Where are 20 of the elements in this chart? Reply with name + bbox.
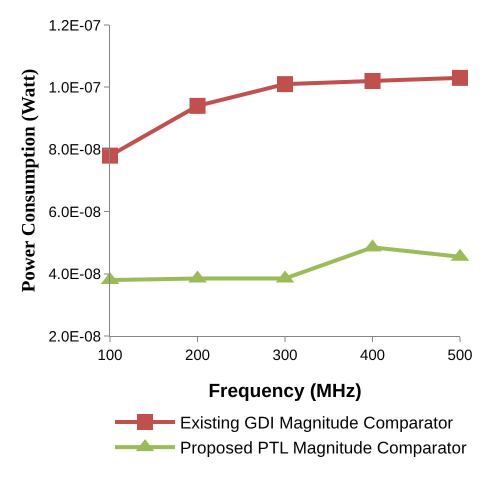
x-axis-title: Frequency (MHz) — [208, 380, 362, 402]
x-tick-label: 200 — [184, 347, 210, 364]
y-tick-label: 8.0E-08 — [48, 142, 101, 159]
y-tick-label: 2.0E-08 — [48, 328, 101, 346]
point — [102, 148, 118, 164]
legend-label: Existing GDI Magnitude Comparator — [180, 414, 454, 433]
point — [364, 72, 380, 89]
legend-label: Proposed PTL Magnitude Comparator — [180, 438, 467, 458]
x-tick-label: 300 — [272, 347, 298, 364]
y-tick-label: 6.0E-08 — [48, 204, 101, 221]
y-axis-title: Power Consumption (Watt) — [18, 68, 40, 292]
point — [452, 70, 468, 86]
y-tick-label: 1.2E-07 — [48, 17, 101, 34]
y-tick-label: 4.0E-08 — [48, 266, 101, 284]
point — [277, 76, 293, 92]
x-tick-label: 500 — [447, 347, 473, 364]
x-tick-label: 400 — [360, 347, 386, 364]
y-tick-label: 1.0E-07 — [48, 79, 101, 96]
x-tick-label: 100 — [97, 347, 123, 364]
point — [190, 98, 206, 114]
